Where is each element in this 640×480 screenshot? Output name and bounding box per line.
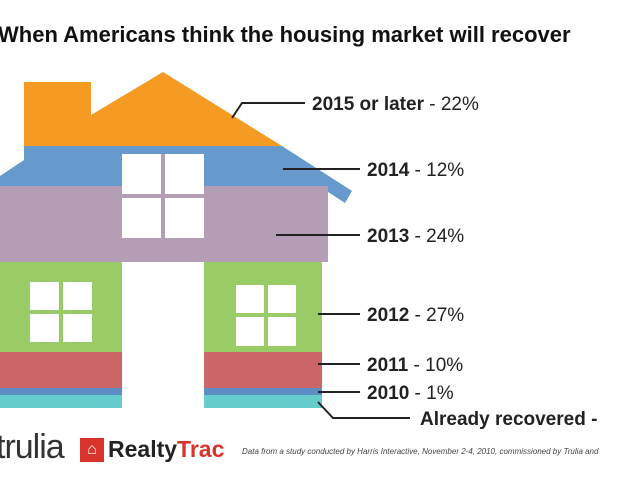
door — [122, 262, 204, 408]
realtytrac-logo: ⌂ Realty Trac — [80, 436, 224, 463]
house-icon: ⌂ — [80, 437, 104, 462]
source-note: Data from a study conducted by Harris In… — [242, 447, 599, 456]
trulia-logo: trulia — [0, 428, 65, 466]
label-already-recovered: Already recovered - — [420, 409, 597, 430]
label-2015-or-later: 2015 or later - 22% — [312, 94, 479, 115]
label-2012: 2012 - 27% — [367, 305, 464, 326]
label-2011: 2011 - 10% — [367, 355, 463, 376]
leader-lines — [231, 102, 410, 419]
chart-title: When Americans think the housing market … — [0, 22, 571, 47]
label-2013: 2013 - 24% — [367, 226, 464, 247]
label-2014: 2014 - 12% — [367, 160, 464, 181]
label-2010: 2010 - 1% — [367, 383, 454, 404]
logo-part: Realty — [108, 436, 178, 462]
logo-part: Trac — [177, 436, 225, 462]
band-2015-or-later — [24, 72, 282, 146]
